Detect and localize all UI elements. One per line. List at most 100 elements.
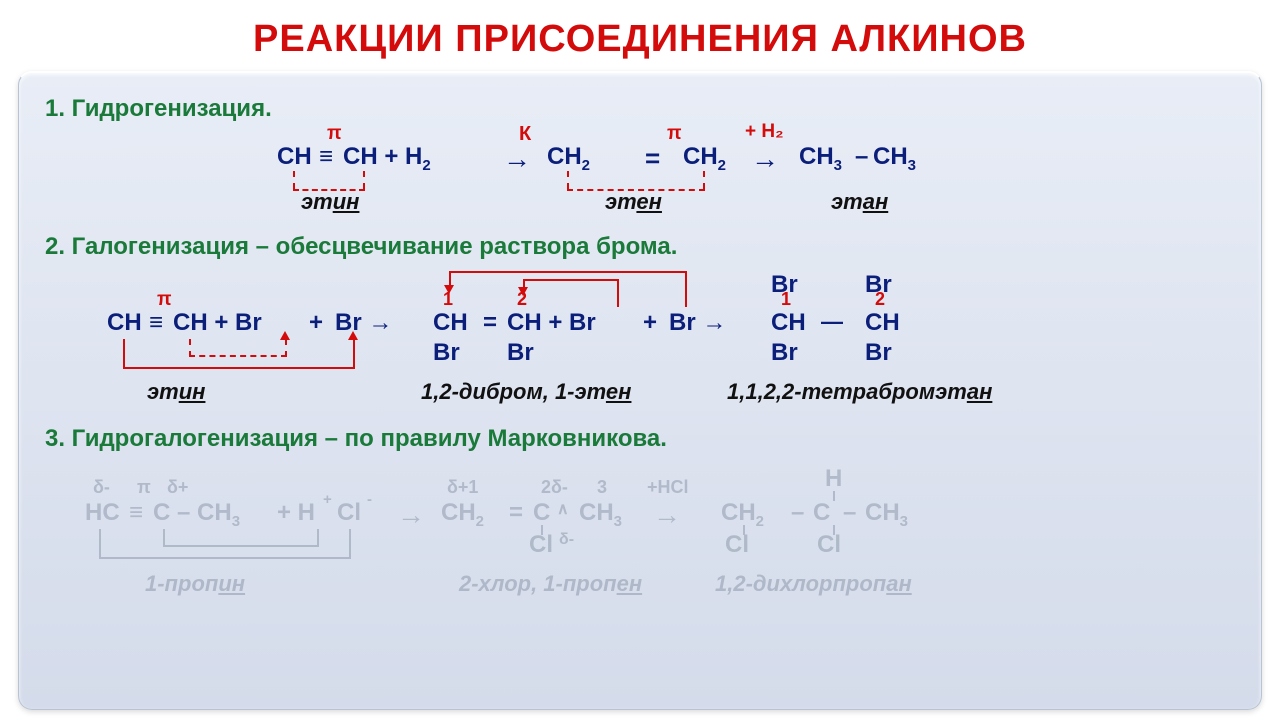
content-panel: 1. Гидрогенизация. π К π + H₂ CH ≡ CH + … — [18, 71, 1262, 710]
cl-below: Cl — [529, 531, 553, 559]
plus-mid: + — [309, 309, 323, 337]
arrow-1: → — [503, 143, 531, 175]
triple-bond: ≡ — [319, 143, 333, 171]
section-1-head: 1. Гидрогенизация. — [45, 95, 1235, 123]
br-tl: Br — [771, 271, 798, 299]
c-mid: C — [533, 499, 550, 527]
dminus-below: δ- — [559, 531, 574, 549]
bond-v — [743, 525, 745, 535]
ch-l: CH — [107, 309, 142, 337]
label-ethane: этан — [831, 189, 888, 215]
section-2-head: 2. Галогенизация – обесцвечивание раство… — [45, 233, 1235, 261]
mech-line — [123, 339, 125, 369]
mech-arrowhead — [518, 287, 528, 296]
mech-arrowhead — [280, 331, 290, 340]
mech-line — [617, 279, 619, 307]
delta-plus: δ+ — [167, 477, 188, 498]
pi-label: π — [157, 289, 172, 311]
bracket-line — [567, 171, 571, 189]
ch-br: CH + Br — [173, 309, 262, 337]
section-3-head: 3. Гидрогалогенизация – по правилу Марко… — [45, 425, 1235, 453]
dash: – — [855, 143, 868, 171]
br-tr: Br — [865, 271, 892, 299]
label-dichloropropane: 1,2-дихлорпропан — [715, 571, 912, 597]
h-plus: + — [323, 491, 332, 508]
mech-line — [317, 529, 319, 547]
ch2-a: CH2 — [547, 143, 590, 174]
bond-v — [541, 525, 543, 535]
plus-2: + — [643, 309, 657, 337]
ch3-a: CH3 — [799, 143, 842, 174]
ch3-b: CH3 — [873, 143, 916, 174]
mech-line — [353, 339, 355, 369]
br-br: Br — [507, 339, 534, 367]
label-ethene: этен — [605, 189, 662, 215]
reaction-2: π CH ≡ CH + Br + Br → 1 2 CH = CH + Br +… — [85, 267, 1235, 417]
bracket-line — [293, 171, 297, 189]
plus-h: + H — [277, 499, 315, 527]
ch3-p: CH3 — [865, 499, 908, 530]
2dminus: 2δ- — [541, 477, 568, 498]
ch2-b: CH2 — [683, 143, 726, 174]
cl-p2: Cl — [817, 531, 841, 559]
reaction-1: π К π + H₂ CH ≡ CH + H2 → CH2 = CH2 → CH… — [85, 129, 1235, 225]
dash-p1: – — [791, 499, 804, 527]
cl-minus: - — [367, 491, 372, 508]
hc: HC — [85, 499, 120, 527]
ch3-m: CH3 — [579, 499, 622, 530]
triple: ≡ — [149, 309, 163, 337]
bond-v — [833, 491, 835, 501]
label-propyne: 1-пропин — [145, 571, 245, 597]
ch-p2: CH — [865, 309, 900, 337]
c-p: C — [813, 499, 830, 527]
ch-br2: CH + Br — [507, 309, 596, 337]
pi-label: π — [327, 123, 342, 145]
single-bond: — — [821, 309, 843, 335]
mech-arrowhead — [444, 285, 454, 294]
mech-line — [189, 355, 287, 359]
mech-line — [163, 545, 319, 547]
three: 3 — [597, 477, 607, 498]
br-br2: Br — [865, 339, 892, 367]
bracket-line — [363, 171, 367, 189]
arrow-3a: → — [397, 499, 425, 531]
ch-plus-h2: CH + H2 — [343, 143, 431, 174]
reaction-3: δ- π δ+ HC ≡ C – CH3 + H + Cl - → δ+1 2δ… — [85, 459, 1235, 609]
br-bl2: Br — [771, 339, 798, 367]
triple-3: ≡ — [129, 499, 143, 527]
mech-line — [123, 367, 355, 369]
label-tetrabrom: 1,1,2,2-тетрабромэтан — [727, 379, 992, 405]
ch-p1: CH — [771, 309, 806, 337]
mech-line — [685, 271, 687, 307]
label-chloropropene: 2-хлор, 1-пропен — [459, 571, 642, 597]
ch-1: CH — [277, 143, 312, 171]
mech-line — [99, 529, 101, 559]
c-ch3: C – CH3 — [153, 499, 240, 530]
ch-m1: CH — [433, 309, 468, 337]
dplus1: δ+1 — [447, 477, 478, 498]
double-bond: = — [645, 143, 660, 174]
eq-3: = — [509, 499, 523, 527]
label-ethyne-2: этин — [147, 379, 205, 405]
mech-arrowhead — [348, 331, 358, 340]
dash-p2: – — [843, 499, 856, 527]
cl: Cl — [337, 499, 361, 527]
bracket-line — [703, 171, 707, 189]
hcl-top: +HCl — [647, 477, 689, 498]
mech-line — [523, 279, 619, 281]
bond-v — [833, 525, 835, 535]
h2-top: + H₂ — [745, 121, 784, 143]
ch2-m: CH2 — [441, 499, 484, 530]
cl-p1: Cl — [725, 531, 749, 559]
br-bl: Br — [433, 339, 460, 367]
label-dibrom: 1,2-дибром, 1-этен — [421, 379, 631, 405]
mech-line — [449, 271, 687, 273]
pi-label-2: π — [667, 123, 682, 145]
mech-line — [99, 557, 351, 559]
label-ethyne: этин — [301, 189, 359, 215]
br-arr2: Br → — [669, 309, 726, 337]
page-title: РЕАКЦИИ ПРИСОЕДИНЕНИЯ АЛКИНОВ — [0, 0, 1280, 71]
eq: = — [483, 309, 497, 337]
arrow-2: → — [751, 143, 779, 175]
mech-line — [285, 339, 289, 357]
